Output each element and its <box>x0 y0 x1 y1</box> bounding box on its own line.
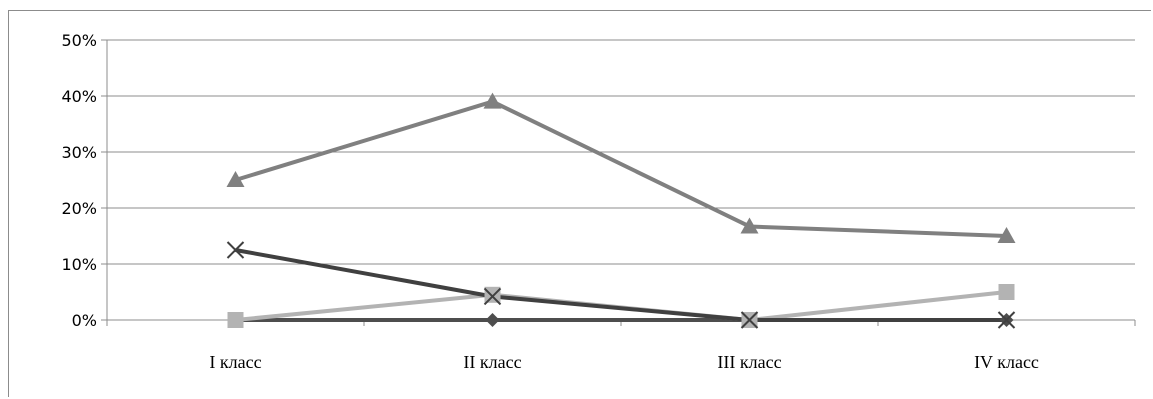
data-point-s4-3 <box>740 311 759 329</box>
data-point-s3-4 <box>997 227 1016 243</box>
data-point-s3-2 <box>483 92 502 109</box>
y-tick-label: 30% <box>61 143 97 162</box>
y-tick-label: 10% <box>61 255 97 274</box>
data-point-s4-1 <box>226 241 245 259</box>
x-category-label: IV класс <box>974 352 1039 372</box>
x-category-label: III класс <box>717 352 781 372</box>
y-tick-label: 50% <box>61 31 97 50</box>
data-point-s2-2 <box>484 286 501 303</box>
x-category-label: II класс <box>463 352 521 372</box>
data-point-s4-4 <box>997 311 1016 329</box>
y-tick-label: 40% <box>61 87 97 106</box>
data-point-s2-4 <box>998 284 1015 300</box>
y-tick-label: 20% <box>61 199 97 218</box>
data-point-s4-2 <box>483 287 502 306</box>
data-point-s1-2 <box>485 313 500 327</box>
y-tick-label: 0% <box>72 311 97 330</box>
data-point-s2-1 <box>227 312 244 328</box>
chart-frame <box>8 10 1151 397</box>
data-point-s3-1 <box>226 171 245 187</box>
series-line-4 <box>235 248 1007 322</box>
series-line-3 <box>234 99 1007 238</box>
x-category-label: I класс <box>209 352 261 372</box>
data-point-s3-3 <box>740 217 759 234</box>
series-line-2 <box>235 290 1007 322</box>
